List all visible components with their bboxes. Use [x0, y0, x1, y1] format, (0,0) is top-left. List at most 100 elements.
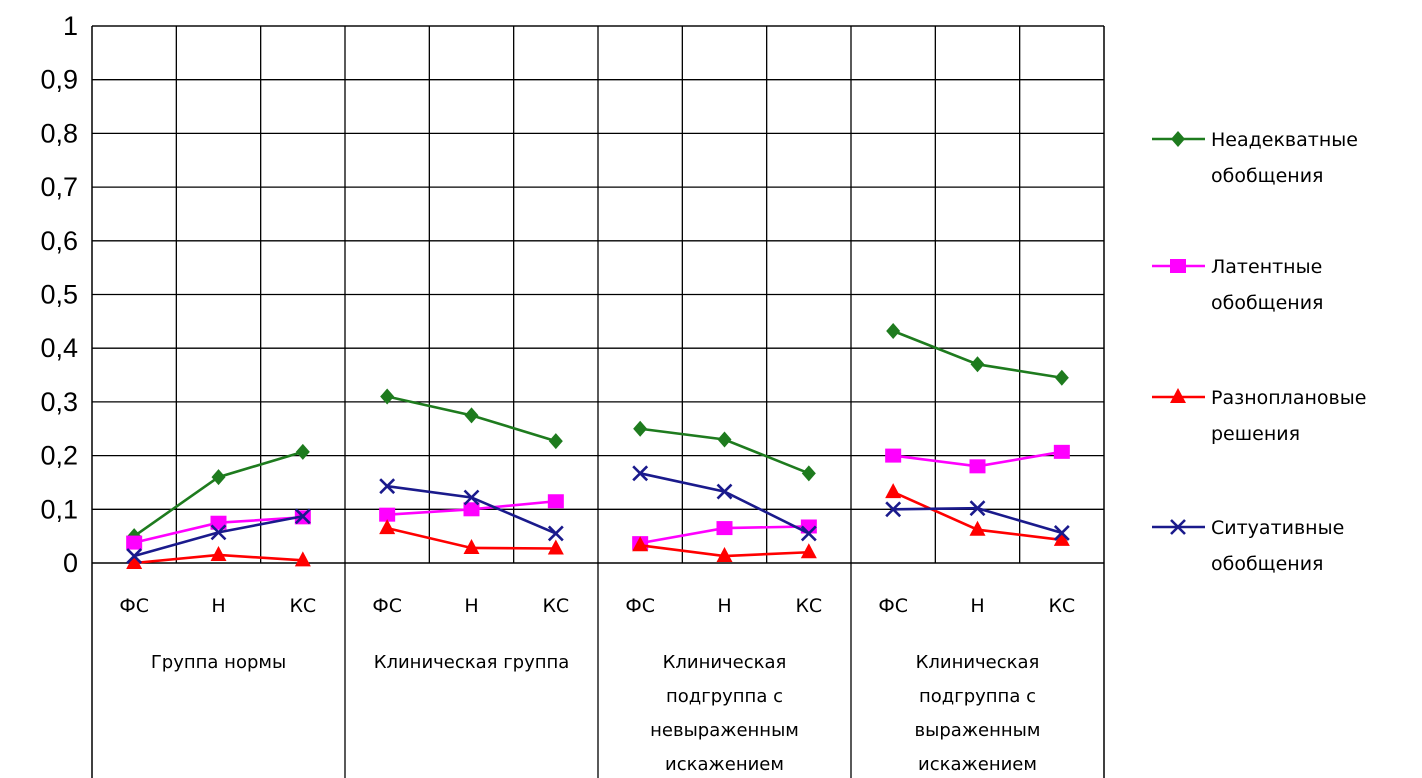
- marker-stroke: [632, 465, 649, 482]
- x-category-label: Н: [464, 595, 478, 617]
- x-category-label: ФС: [119, 595, 149, 617]
- x-group-label: подгруппа с: [666, 686, 783, 707]
- data-point: [210, 515, 227, 530]
- legend-marker: [1170, 388, 1186, 403]
- data-point: [126, 535, 143, 550]
- data-point: [380, 388, 395, 405]
- marker-stroke: [294, 508, 311, 525]
- marker-stroke: [716, 483, 733, 500]
- data-point: [463, 538, 480, 554]
- x-axis: ФС Н КС Группа нормы ФС Н КС Клиническая группа…: [119, 595, 1075, 775]
- data-point: [885, 501, 902, 518]
- y-tick-label: 0,6: [40, 226, 78, 256]
- data-point: [886, 323, 901, 340]
- x-category-label: КС: [795, 595, 822, 617]
- y-tick-label: 0,8: [40, 118, 78, 148]
- data-point: [379, 519, 396, 535]
- series-3: [126, 483, 1070, 569]
- legend-item: Ситуативные обобщения: [1152, 517, 1344, 575]
- data-point: [464, 407, 479, 424]
- legend-label: Разноплановые: [1211, 387, 1366, 409]
- x-group-label: выраженным: [915, 720, 1041, 741]
- data-point: [800, 543, 817, 559]
- x-category-label: ФС: [625, 595, 655, 617]
- data-point: [632, 465, 649, 482]
- x-category-label: ФС: [878, 595, 908, 617]
- data-point: [716, 521, 733, 536]
- data-point: [801, 465, 816, 482]
- x-group-label: искажением: [665, 754, 784, 775]
- data-point: [970, 356, 985, 373]
- data-point: [885, 448, 902, 463]
- x-category-label: Н: [970, 595, 984, 617]
- marker-stroke: [800, 525, 817, 542]
- legend-item: Латентные обобщения: [1152, 256, 1323, 314]
- x-category-label: ФС: [372, 595, 402, 617]
- x-category-label: КС: [289, 595, 316, 617]
- legend-item: Разноплановые решения: [1152, 387, 1366, 445]
- data-point: [294, 508, 311, 525]
- y-tick-label: 0,4: [40, 333, 78, 363]
- marker-stroke: [210, 524, 227, 541]
- data-point: [547, 539, 564, 555]
- data-point: [717, 431, 732, 448]
- legend-label: Неадекватные: [1211, 129, 1358, 151]
- legend-marker: [1170, 519, 1186, 535]
- gridlines: [92, 25, 1104, 778]
- x-category-label: Н: [211, 595, 225, 617]
- x-group-label: искажением: [918, 754, 1037, 775]
- data-point: [547, 494, 564, 509]
- legend-marker: [1171, 131, 1185, 147]
- y-tick-label: 0,9: [40, 65, 78, 95]
- data-point: [547, 525, 564, 542]
- data-point: [1054, 369, 1069, 386]
- data-point: [1053, 525, 1070, 541]
- marker-stroke: [1170, 519, 1186, 535]
- data-point: [633, 420, 648, 437]
- legend: Неадекватные обобщения Латентные обобщения Р…: [1152, 129, 1366, 575]
- x-group-label: Клиническая группа: [374, 652, 570, 673]
- y-tick-label: 0,5: [40, 280, 78, 310]
- marker-stroke: [885, 501, 902, 518]
- y-tick-label: 0,1: [40, 494, 78, 524]
- data-point: [716, 483, 733, 500]
- x-group-label: Группа нормы: [151, 652, 286, 673]
- data-point: [969, 459, 986, 474]
- x-category-label: КС: [1048, 595, 1075, 617]
- data-point: [126, 554, 143, 569]
- data-point: [1053, 530, 1070, 546]
- x-category-label: Н: [717, 595, 731, 617]
- x-group-label: Клиническая: [663, 652, 787, 673]
- y-tick-label: 0,7: [40, 172, 78, 202]
- data-point: [1053, 444, 1070, 459]
- plot-frame: [91, 25, 1105, 778]
- x-group-label: Клиническая: [916, 652, 1040, 673]
- series-layer: [126, 323, 1070, 569]
- legend-label: Ситуативные: [1211, 517, 1344, 539]
- marker-stroke: [547, 525, 564, 542]
- marker-stroke: [1053, 525, 1070, 541]
- data-point: [463, 502, 480, 517]
- data-point: [210, 545, 227, 561]
- series-2: [126, 444, 1070, 551]
- data-point: [885, 483, 902, 499]
- data-point: [969, 500, 986, 517]
- legend-label: решения: [1211, 423, 1300, 445]
- legend-label: обобщения: [1211, 165, 1323, 187]
- data-point: [716, 547, 733, 563]
- data-point: [211, 469, 226, 486]
- data-point: [800, 525, 817, 542]
- data-point: [632, 536, 649, 552]
- y-tick-label: 0,2: [40, 441, 78, 471]
- data-point: [463, 489, 480, 506]
- data-point: [295, 443, 310, 460]
- marker-stroke: [463, 489, 480, 506]
- y-tick-label: 1: [63, 11, 78, 41]
- legend-item: Неадекватные обобщения: [1152, 129, 1358, 187]
- legend-label: обобщения: [1211, 292, 1323, 314]
- data-point: [294, 551, 311, 567]
- data-point: [126, 548, 143, 564]
- marker-stroke: [379, 478, 396, 495]
- x-group-label: подгруппа с: [919, 686, 1036, 707]
